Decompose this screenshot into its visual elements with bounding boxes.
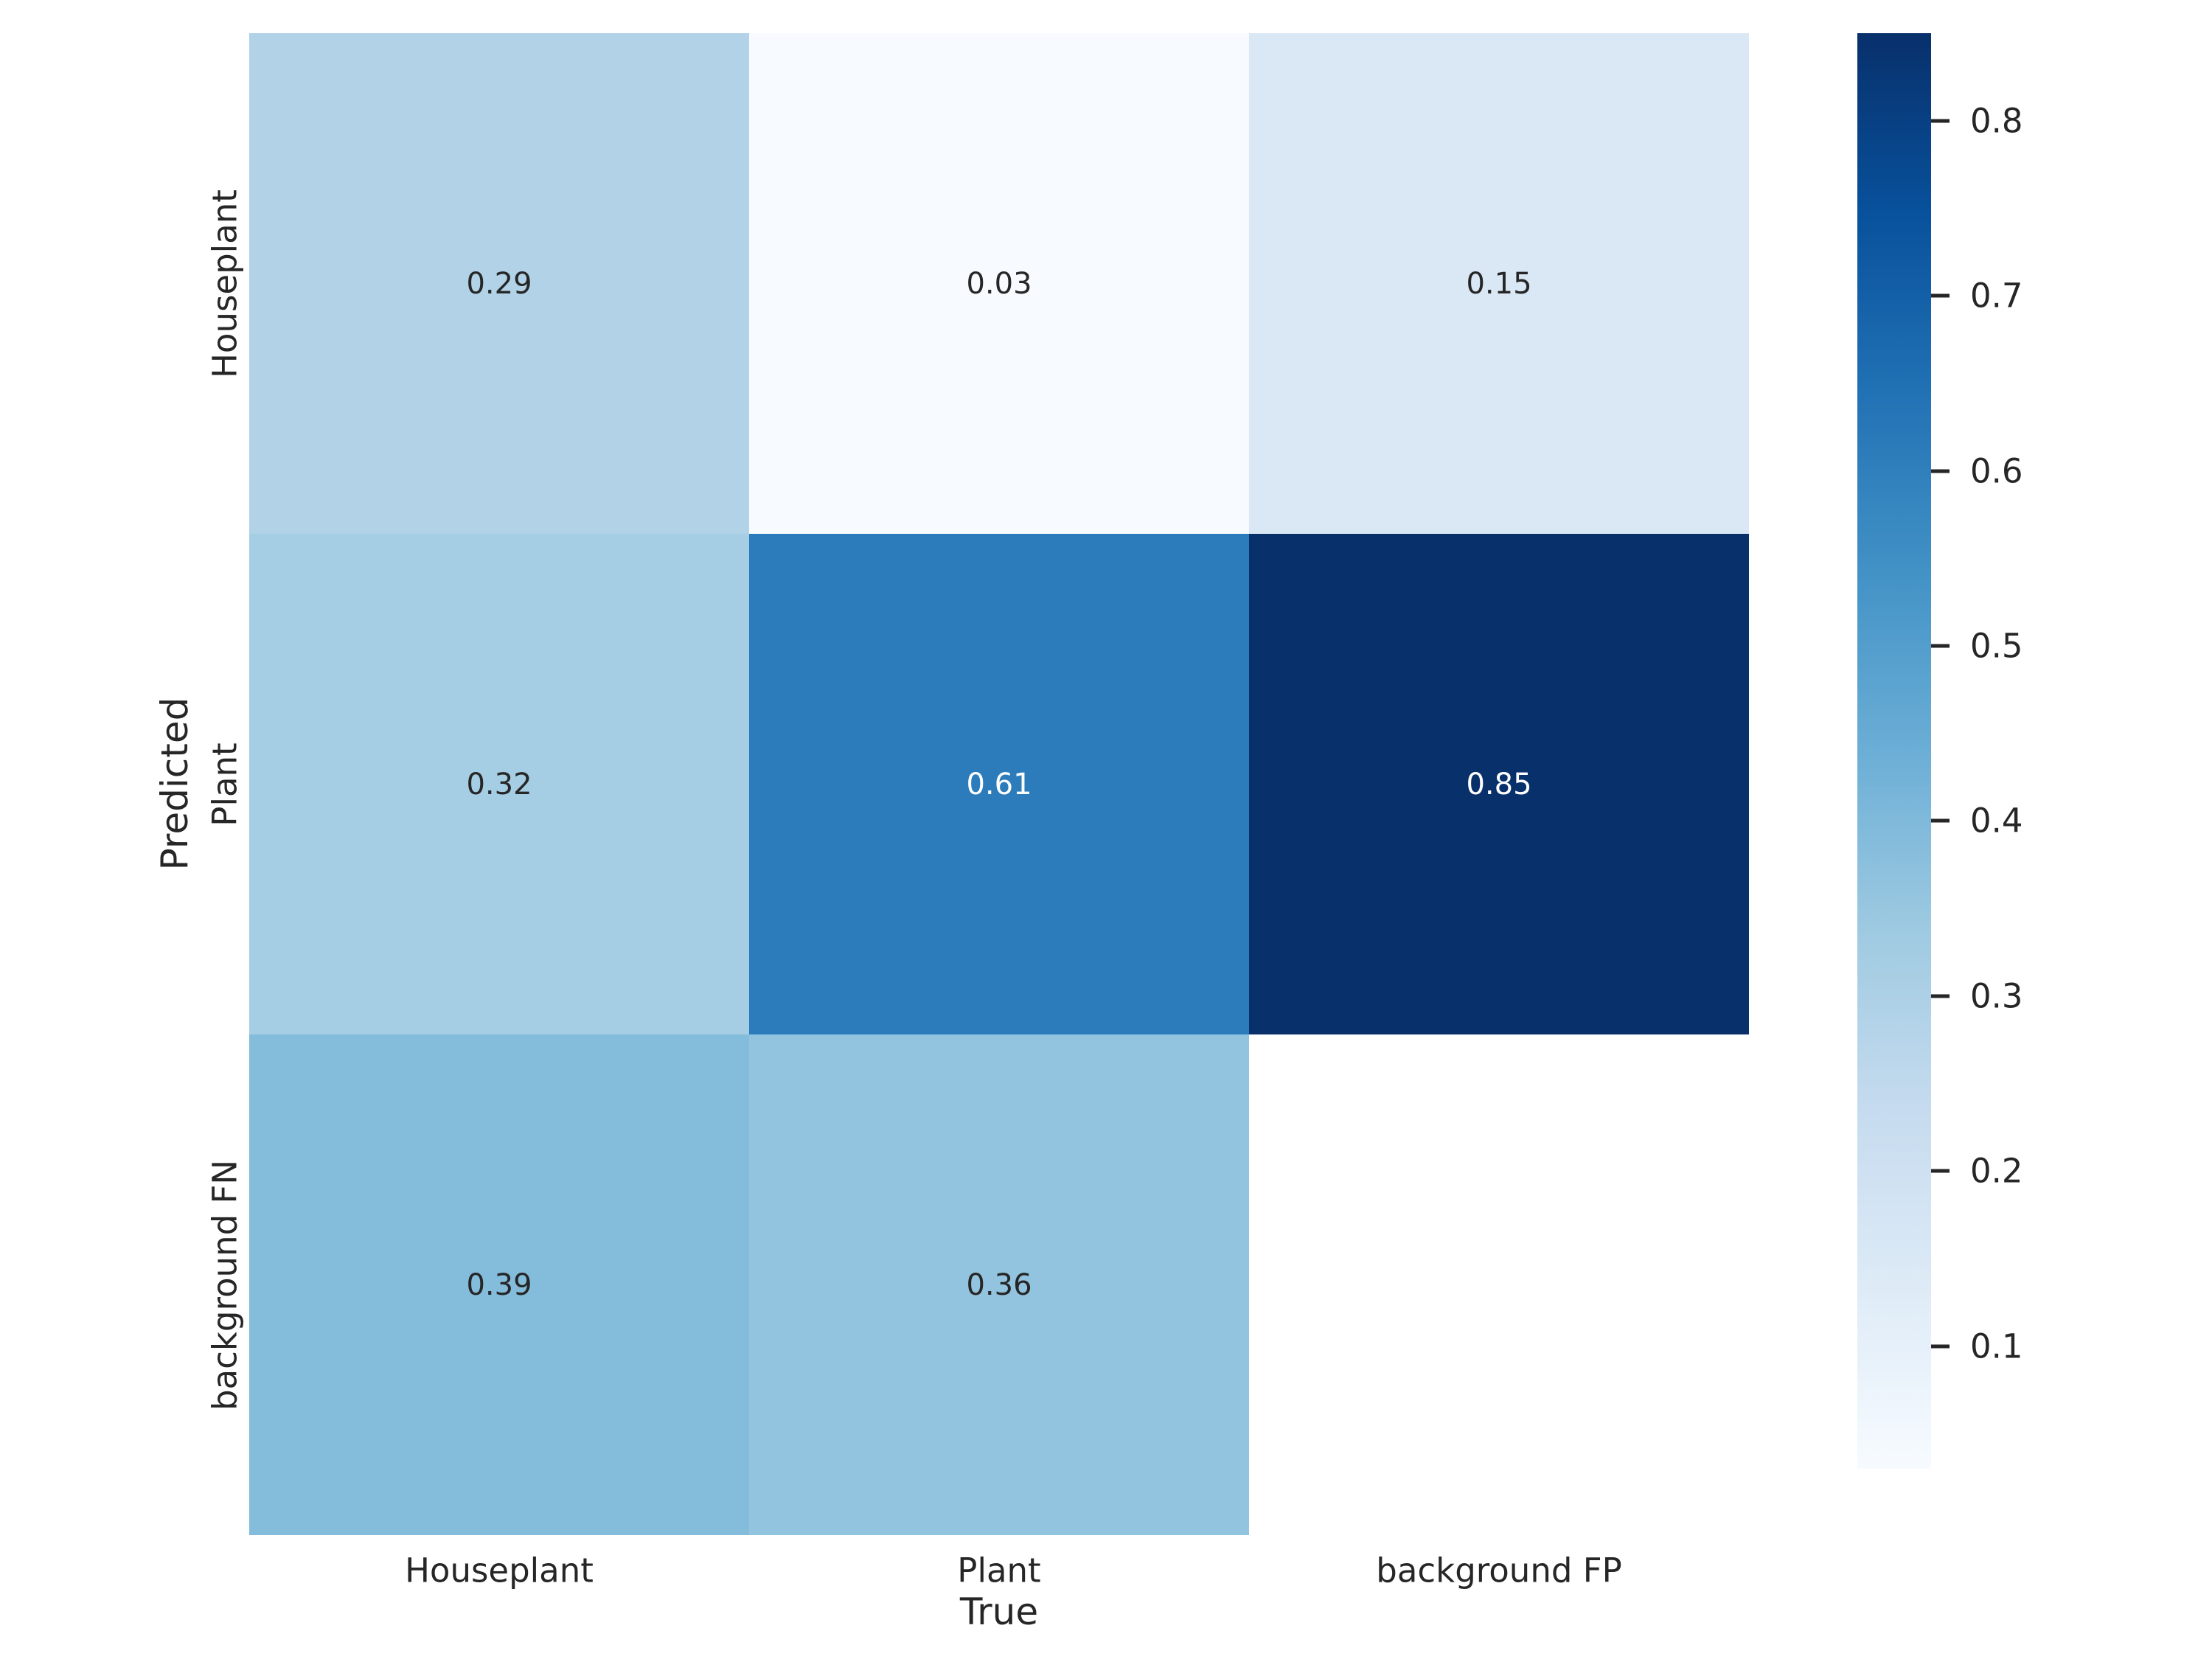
colorbar-tick-mark xyxy=(1931,818,1950,823)
cell-value: 0.85 xyxy=(1466,767,1532,801)
colorbar-tick-label-0.5: 0.5 xyxy=(1970,626,2023,666)
heatmap-cell-background-fn-plant: 0.36 xyxy=(749,1034,1249,1535)
colorbar-tick-label-0.3: 0.3 xyxy=(1970,976,2023,1016)
colorbar-tick-mark xyxy=(1931,1344,1950,1349)
colorbar-tick-mark xyxy=(1931,293,1950,298)
colorbar-tick-label-0.6: 0.6 xyxy=(1970,451,2023,491)
heatmap-cell-plant-plant: 0.61 xyxy=(749,534,1249,1034)
colorbar-tick-label-0.1: 0.1 xyxy=(1970,1326,2023,1366)
cell-value: 0.39 xyxy=(466,1267,532,1302)
heatmap-cell-background-fn-background-fp xyxy=(1249,1034,1749,1535)
heatmap-grid: 0.29 0.03 0.15 0.32 0.61 0.85 0.39 0.36 xyxy=(249,33,1749,1535)
colorbar-tick-label-0.7: 0.7 xyxy=(1970,276,2023,316)
colorbar-tick-mark xyxy=(1931,1169,1950,1173)
cell-value: 0.36 xyxy=(966,1267,1032,1302)
y-tick-houseplant: Houseplant xyxy=(205,189,245,378)
heatmap-cell-plant-houseplant: 0.32 xyxy=(249,534,749,1034)
y-tick-plant: Plant xyxy=(205,742,245,827)
colorbar-tick-label-0.2: 0.2 xyxy=(1970,1151,2023,1191)
y-tick-background-fn: background FN xyxy=(205,1159,245,1411)
heatmap-cell-houseplant-background-fp: 0.15 xyxy=(1249,33,1749,534)
y-axis-label: Predicted xyxy=(153,697,196,871)
x-axis-label: True xyxy=(959,1590,1039,1633)
heatmap-cell-houseplant-plant: 0.03 xyxy=(749,33,1249,534)
colorbar xyxy=(1857,33,1931,1469)
colorbar-tick-label-0.8: 0.8 xyxy=(1970,101,2023,141)
x-tick-plant: Plant xyxy=(957,1551,1041,1590)
cell-value: 0.32 xyxy=(466,767,532,801)
colorbar-tick-mark xyxy=(1931,644,1950,648)
colorbar-tick-label-0.4: 0.4 xyxy=(1970,801,2023,841)
cell-value: 0.03 xyxy=(966,266,1032,301)
heatmap-cell-plant-background-fp: 0.85 xyxy=(1249,534,1749,1034)
colorbar-tick-mark xyxy=(1931,994,1950,998)
x-tick-background-fp: background FP xyxy=(1376,1551,1622,1590)
cell-value: 0.29 xyxy=(466,266,532,301)
colorbar-tick-mark xyxy=(1931,469,1950,473)
cell-value: 0.61 xyxy=(966,767,1032,801)
heatmap-cell-houseplant-houseplant: 0.29 xyxy=(249,33,749,534)
x-tick-houseplant: Houseplant xyxy=(405,1551,594,1590)
cell-value: 0.15 xyxy=(1466,266,1532,301)
heatmap-cell-background-fn-houseplant: 0.39 xyxy=(249,1034,749,1535)
colorbar-tick-mark xyxy=(1931,119,1950,123)
